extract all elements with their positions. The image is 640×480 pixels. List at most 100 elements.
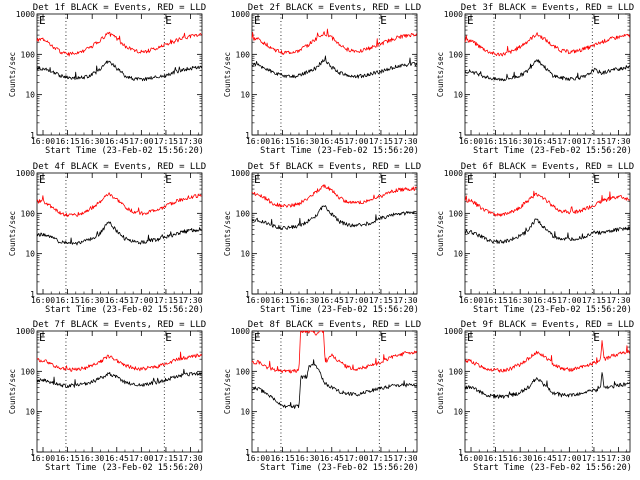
y-axis-label: Counts/sec	[436, 52, 445, 97]
y-tick-label: 1000	[231, 327, 250, 336]
x-tick-label: 17:15	[154, 296, 178, 305]
plot-frame	[36, 13, 203, 136]
x-tick-label: 17:30	[178, 454, 202, 463]
series-line-lld	[251, 184, 417, 208]
y-tick-label: 100	[236, 50, 251, 59]
panel-title: Det 2f BLACK = Events, RED = LLD	[248, 3, 421, 13]
x-tick-label: 17:00	[129, 137, 153, 146]
y-tick-label: 1	[245, 131, 250, 140]
y-tick-label: 10	[240, 91, 250, 100]
x-tick-label: 17:30	[393, 137, 417, 146]
x-tick-label: 16:30	[295, 296, 319, 305]
y-tick-label: 100	[21, 367, 36, 376]
x-tick-label: 17:15	[582, 454, 606, 463]
x-tick-label: 17:30	[606, 137, 630, 146]
x-tick-label: 16:00	[459, 454, 483, 463]
x-tick-label: 16:30	[508, 137, 532, 146]
x-tick-label: 16:15	[484, 454, 508, 463]
x-tick-label: 17:15	[154, 137, 178, 146]
x-tick-label: 17:00	[129, 296, 153, 305]
series-line-lld	[464, 190, 630, 217]
x-axis-label: Start Time (23-Feb-02 15:56:20)	[260, 146, 419, 156]
x-tick-label: 17:30	[393, 296, 417, 305]
x-tick-label: 17:00	[344, 296, 368, 305]
x-axis-label: Start Time (23-Feb-02 15:56:20)	[45, 146, 204, 156]
x-tick-label: 17:30	[393, 454, 417, 463]
y-tick-label: 10	[453, 250, 463, 259]
x-axis-label: Start Time (23-Feb-02 15:56:20)	[473, 146, 632, 156]
series-line-events	[251, 55, 417, 79]
x-tick-label: 17:30	[606, 454, 630, 463]
plot-frame	[36, 330, 203, 453]
y-tick-label: 10	[25, 408, 35, 417]
event-marker-label: E	[39, 14, 46, 27]
x-tick-label: 16:30	[508, 454, 532, 463]
y-tick-label: 1000	[16, 169, 35, 178]
y-tick-label: 1000	[16, 327, 35, 336]
y-tick-label: 100	[236, 209, 251, 218]
event-marker-label: E	[254, 14, 261, 27]
x-tick-label: 16:15	[271, 296, 295, 305]
y-tick-label: 1	[245, 290, 250, 299]
y-tick-label: 1000	[231, 169, 250, 178]
event-marker-label: E	[593, 173, 600, 186]
y-axis-label: Counts/sec	[436, 211, 445, 256]
y-tick-label: 1	[458, 448, 463, 457]
series-line-events	[251, 205, 417, 231]
y-axis-label: Counts/sec	[223, 211, 232, 256]
panel-title: Det 3f BLACK = Events, RED = LLD	[461, 3, 634, 13]
x-tick-label: 16:15	[56, 454, 80, 463]
y-tick-label: 10	[25, 250, 35, 259]
y-axis-label: Counts/sec	[223, 52, 232, 97]
x-tick-label: 16:00	[459, 137, 483, 146]
series-line-lld	[36, 351, 202, 372]
series-line-lld	[464, 32, 630, 57]
event-marker-label: E	[254, 331, 261, 344]
x-tick-label: 17:00	[557, 296, 581, 305]
y-tick-label: 10	[240, 250, 250, 259]
series-line-events	[464, 59, 630, 82]
x-tick-label: 16:00	[31, 137, 55, 146]
x-tick-label: 16:15	[56, 137, 80, 146]
x-tick-label: 17:30	[178, 137, 202, 146]
detector-panel-4: Det 4f BLACK = Events, RED = LLD 1 10 100 10…	[8, 162, 206, 315]
x-tick-label: 17:30	[606, 296, 630, 305]
y-tick-label: 100	[449, 209, 464, 218]
y-tick-label: 1	[30, 290, 35, 299]
x-tick-label: 16:00	[246, 296, 270, 305]
series-line-events	[251, 359, 417, 409]
x-tick-label: 17:00	[344, 137, 368, 146]
series-line-events	[464, 372, 630, 399]
x-tick-label: 17:15	[369, 296, 393, 305]
y-tick-label: 1000	[16, 10, 35, 19]
y-tick-label: 10	[240, 408, 250, 417]
y-axis-label: Counts/sec	[436, 369, 445, 414]
x-tick-label: 17:15	[154, 454, 178, 463]
y-tick-label: 100	[449, 367, 464, 376]
panel-title: Det 6f BLACK = Events, RED = LLD	[461, 162, 634, 172]
x-tick-label: 17:15	[582, 296, 606, 305]
event-marker-label: E	[467, 331, 474, 344]
panel-title: Det 9f BLACK = Events, RED = LLD	[461, 320, 634, 330]
y-tick-label: 1000	[444, 169, 463, 178]
x-tick-label: 16:00	[246, 137, 270, 146]
x-tick-label: 16:00	[459, 296, 483, 305]
x-tick-label: 16:30	[80, 137, 104, 146]
x-tick-label: 16:15	[56, 296, 80, 305]
x-axis-label: Start Time (23-Feb-02 15:56:20)	[260, 305, 419, 315]
x-axis-label: Start Time (23-Feb-02 15:56:20)	[473, 305, 632, 315]
event-marker-label: E	[254, 173, 261, 186]
panel-title: Det 7f BLACK = Events, RED = LLD	[33, 320, 206, 330]
detector-panel-5: Det 5f BLACK = Events, RED = LLD 1 10 100 10…	[223, 162, 421, 315]
x-tick-label: 16:00	[31, 454, 55, 463]
plot-frame	[251, 172, 418, 295]
series-line-lld	[464, 340, 630, 373]
x-tick-label: 17:00	[557, 454, 581, 463]
event-marker-label: E	[593, 331, 600, 344]
x-axis-label: Start Time (23-Feb-02 15:56:20)	[473, 463, 632, 473]
x-tick-label: 16:15	[484, 296, 508, 305]
x-tick-label: 16:00	[31, 296, 55, 305]
series-line-lld	[36, 192, 202, 218]
series-line-lld	[251, 28, 417, 55]
plot-frame	[251, 13, 418, 136]
